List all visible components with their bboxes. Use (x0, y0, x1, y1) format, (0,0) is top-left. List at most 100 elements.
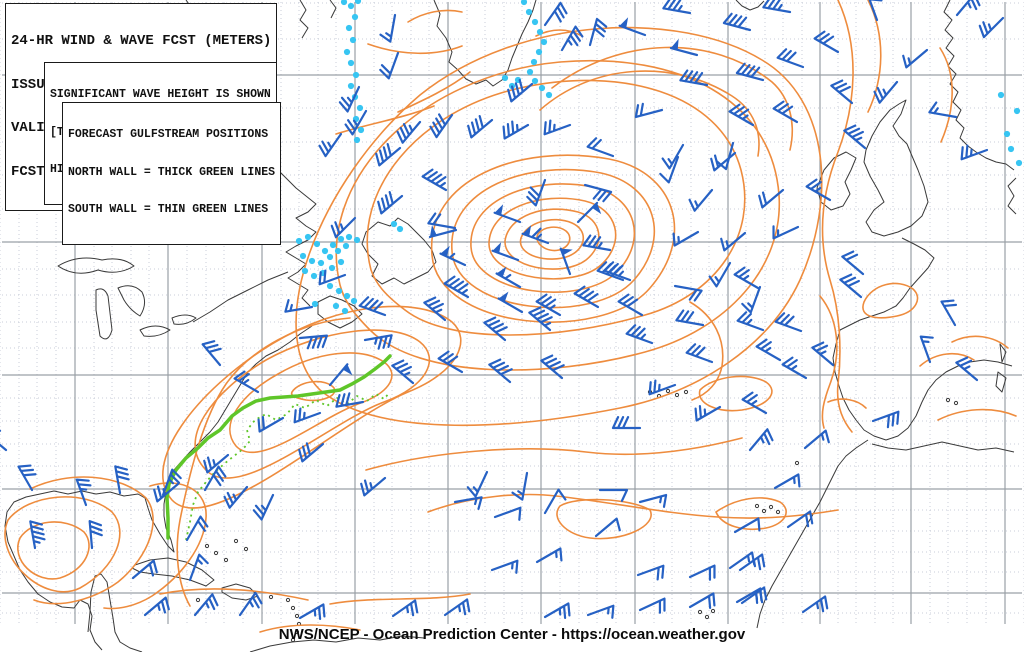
wind-barb (238, 591, 263, 617)
island (665, 388, 671, 394)
ice-dot (308, 257, 316, 265)
wind-barb (694, 404, 722, 422)
wind-barb (193, 593, 219, 617)
ice-dot (310, 272, 318, 280)
wind-barb (638, 493, 668, 508)
island (768, 504, 774, 510)
ice-dot (334, 247, 342, 255)
wind-barb (543, 1, 568, 27)
barb-staff (618, 24, 647, 37)
wave-contour (556, 498, 652, 540)
barb-staff (203, 453, 230, 474)
barb-staff (583, 183, 613, 203)
wind-barb (439, 245, 467, 267)
barb-staff (328, 363, 349, 387)
coastline (192, 271, 289, 323)
ice-dot (329, 241, 337, 249)
barb-staff (634, 102, 664, 119)
island (775, 509, 781, 515)
barb-staff (88, 520, 103, 550)
ice-dot (536, 28, 544, 36)
wind-barb (594, 517, 621, 538)
wind-barb (497, 291, 524, 314)
wind-barb (543, 119, 572, 136)
ice-dot (1013, 107, 1021, 115)
barb-flag (670, 38, 679, 50)
wind-barb (573, 285, 600, 309)
ice-dot (526, 68, 534, 76)
wave-contour (504, 208, 600, 270)
coastline (57, 257, 135, 274)
ice-dot (347, 59, 355, 67)
barb-staff (805, 178, 832, 202)
island (945, 397, 951, 403)
ice-dot (301, 267, 309, 275)
wave-contour (259, 624, 361, 633)
island (294, 629, 300, 635)
barb-staff (131, 559, 158, 580)
barb-staff (648, 379, 677, 396)
barb-staff (733, 266, 760, 290)
island (223, 557, 229, 563)
wind-barb (871, 410, 900, 429)
wind-barb (576, 201, 602, 224)
wave-contour (919, 353, 975, 367)
wind-barb (428, 225, 458, 239)
barb-staff (617, 293, 644, 317)
ice-dot (326, 282, 334, 290)
barb-staff (439, 252, 467, 267)
wind-barb (781, 356, 808, 380)
wind-barb (733, 517, 761, 534)
island (285, 597, 291, 603)
wind-barb (661, 143, 685, 170)
barb-staff (673, 284, 703, 302)
barb-staff (688, 188, 714, 212)
barb-staff (543, 488, 567, 515)
ice-dot (317, 259, 325, 267)
ice-dot (347, 2, 355, 10)
wind-barb (675, 309, 705, 327)
wave-contour (397, 71, 471, 113)
ice-dot (335, 287, 343, 295)
legend-line: FORECAST GULFSTREAM POSITIONS (68, 128, 269, 141)
barb-staff (688, 564, 716, 581)
wind-barb (391, 599, 419, 618)
ice-dot (520, 0, 528, 6)
ice-dot (304, 233, 312, 241)
wind-barb (728, 103, 755, 127)
coastline (995, 343, 1007, 393)
wind-barb (582, 234, 612, 252)
ice-dot (343, 48, 351, 56)
wind-barb (493, 506, 522, 521)
ice-dot (341, 307, 349, 315)
barb-staff (483, 316, 508, 342)
wind-barb (153, 482, 180, 503)
wind-barb (363, 334, 393, 350)
wind-barb (758, 188, 785, 209)
wind-barb (483, 316, 508, 342)
wind-barb (233, 370, 260, 394)
coastline (361, 217, 437, 285)
barb-staff (535, 547, 563, 564)
ice-dot (353, 236, 361, 244)
wind-barb (521, 225, 550, 245)
wave-contour (365, 437, 743, 471)
wind-barb (955, 0, 981, 17)
wind-barb (293, 407, 322, 424)
wind-barb (659, 155, 680, 184)
barb-staff (758, 188, 785, 209)
barb-staff (298, 334, 328, 350)
barb-staff (185, 515, 209, 542)
ice-dot (352, 71, 360, 79)
wind-barb (741, 285, 762, 314)
wind-barb (201, 340, 222, 367)
barb-staff (443, 598, 471, 617)
barb-staff (611, 416, 642, 430)
wind-barb (805, 178, 832, 202)
ice-dot (347, 82, 355, 90)
barb-staff (576, 201, 599, 224)
wind-barb (490, 559, 519, 574)
barb-staff (29, 520, 46, 550)
wind-barb (466, 470, 489, 498)
